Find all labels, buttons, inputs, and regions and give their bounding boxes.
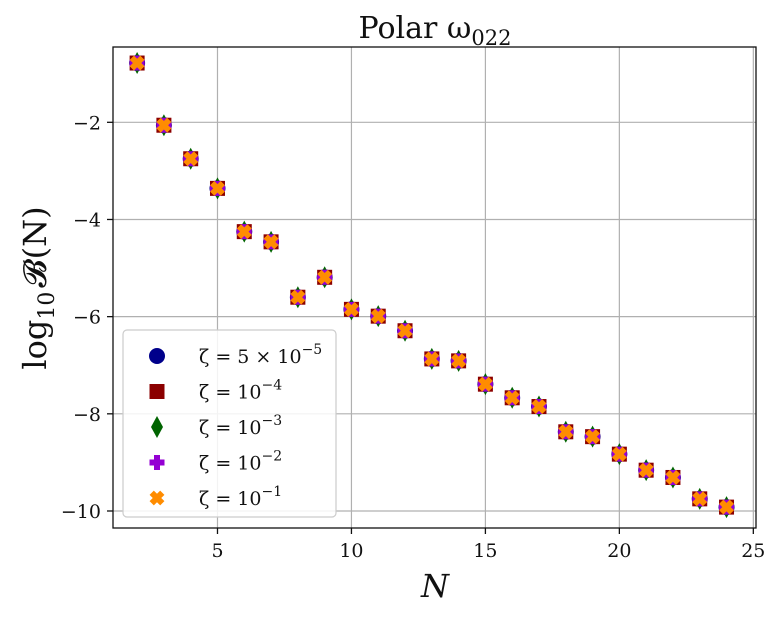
legend-label: ζ = 10−3 [199, 413, 282, 439]
data-markers [129, 52, 735, 519]
data-point [585, 429, 600, 445]
data-point [129, 55, 145, 71]
grid [113, 47, 756, 528]
x-axis-label: N [420, 567, 450, 605]
data-point [370, 308, 386, 324]
legend-marker-plus [149, 455, 165, 470]
data-point [719, 499, 734, 515]
legend-label: ζ = 10−4 [199, 378, 282, 404]
data-point [210, 180, 225, 196]
plot-frame [112, 46, 757, 529]
data-point [477, 376, 493, 392]
data-point [183, 151, 199, 167]
data-point [236, 224, 252, 240]
data-point [344, 301, 359, 317]
data-point [451, 353, 467, 369]
data-point [263, 234, 279, 250]
data-point [665, 470, 681, 485]
data-point [558, 424, 574, 440]
data-point [692, 491, 708, 507]
chart-title: Polar ω022 [359, 11, 512, 50]
data-point [531, 399, 547, 414]
data-point [504, 390, 520, 406]
legend-label: ζ = 10−1 [199, 484, 282, 510]
legend: ζ = 5 × 10−5 ζ = 10−4 ζ = 10−3 ζ = 10−2 ζ = … [122, 329, 337, 518]
legend-label: ζ = 5 × 10−5 [199, 342, 322, 368]
y-tick-label: −6 [73, 307, 101, 329]
data-point [156, 117, 172, 133]
x-tick-label: 10 [339, 540, 363, 562]
y-tick-label: −10 [61, 501, 101, 523]
legend-marker-diamond [151, 416, 163, 438]
legend-label: ζ = 10−2 [199, 449, 282, 475]
legend-box [122, 329, 337, 518]
x-tick-label: 5 [211, 540, 223, 562]
x-tick-label: 20 [607, 540, 631, 562]
legend-marker-x [149, 490, 165, 506]
data-point [638, 462, 654, 478]
data-point [424, 351, 440, 367]
y-tick-label: −2 [73, 112, 101, 134]
data-point [611, 446, 627, 462]
y-tick-label: −4 [73, 209, 101, 231]
data-point [317, 269, 333, 285]
data-point [290, 289, 306, 305]
legend-marker-square [149, 384, 165, 399]
y-tick-label: −8 [73, 404, 101, 426]
y-axis-label: log10𝓑(N) [16, 206, 60, 369]
x-tick-label: 25 [741, 540, 765, 562]
axis-ticks: 5 10 15 20 25 −2 −4 −6 −8 −10 [61, 112, 766, 562]
legend-marker-circle [149, 348, 165, 364]
series-x [129, 55, 734, 515]
data-point [397, 323, 413, 339]
x-tick-label: 15 [473, 540, 497, 562]
